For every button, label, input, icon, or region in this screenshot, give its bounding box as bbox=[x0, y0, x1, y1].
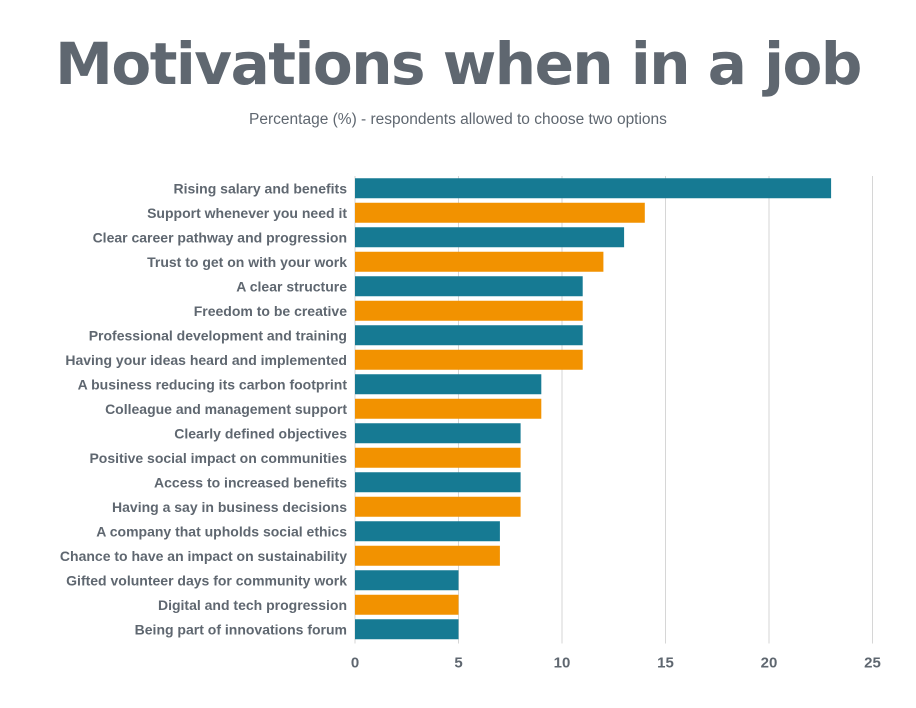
bar bbox=[355, 594, 459, 615]
x-tick-label: 15 bbox=[657, 655, 674, 672]
bar bbox=[355, 570, 459, 591]
bar bbox=[355, 374, 542, 395]
category-label: Being part of innovations forum bbox=[135, 621, 347, 637]
bar bbox=[355, 178, 832, 199]
x-axis-ticks: 0 5 10 15 20 25 bbox=[351, 655, 881, 672]
chart-subtitle: Percentage (%) - respondents allowed to … bbox=[249, 111, 667, 128]
category-label: Positive social impact on communities bbox=[89, 450, 347, 466]
bar bbox=[355, 496, 521, 517]
bar bbox=[355, 227, 625, 248]
bar bbox=[355, 349, 583, 370]
bars bbox=[355, 178, 832, 640]
bar bbox=[355, 619, 459, 640]
bar bbox=[355, 447, 521, 468]
bar bbox=[355, 423, 521, 444]
category-label: Support whenever you need it bbox=[147, 205, 347, 221]
bar bbox=[355, 545, 500, 566]
category-label: A business reducing its carbon footprint bbox=[78, 376, 348, 392]
chart-title: Motivations when in a job bbox=[55, 30, 862, 98]
bar bbox=[355, 398, 542, 419]
bar bbox=[355, 202, 645, 223]
category-label: Clearly defined objectives bbox=[174, 425, 347, 441]
category-label: Clear career pathway and progression bbox=[93, 229, 347, 245]
category-label: Access to increased benefits bbox=[154, 474, 347, 490]
bar bbox=[355, 325, 583, 346]
category-label: Having your ideas heard and implemented bbox=[65, 352, 347, 368]
x-tick-label: 25 bbox=[864, 655, 881, 672]
x-tick-label: 0 bbox=[351, 655, 359, 672]
bar bbox=[355, 521, 500, 542]
category-label: Trust to get on with your work bbox=[147, 254, 347, 270]
category-label: Freedom to be creative bbox=[194, 303, 347, 319]
category-label: Having a say in business decisions bbox=[112, 499, 347, 515]
category-label: A company that upholds social ethics bbox=[96, 523, 347, 539]
x-tick-label: 5 bbox=[454, 655, 462, 672]
bar bbox=[355, 300, 583, 321]
x-tick-label: 20 bbox=[761, 655, 778, 672]
bar bbox=[355, 251, 604, 272]
category-labels: Rising salary and benefits Support whenev… bbox=[60, 180, 347, 637]
category-label: Colleague and management support bbox=[105, 401, 347, 417]
category-label: Rising salary and benefits bbox=[174, 180, 348, 196]
category-label: Chance to have an impact on sustainabili… bbox=[60, 548, 347, 564]
category-label: Gifted volunteer days for community work bbox=[66, 572, 347, 588]
x-tick-label: 10 bbox=[554, 655, 571, 672]
bar bbox=[355, 472, 521, 493]
bar bbox=[355, 276, 583, 297]
category-label: A clear structure bbox=[236, 278, 347, 294]
category-label: Professional development and training bbox=[89, 327, 347, 343]
category-label: Digital and tech progression bbox=[158, 597, 347, 613]
